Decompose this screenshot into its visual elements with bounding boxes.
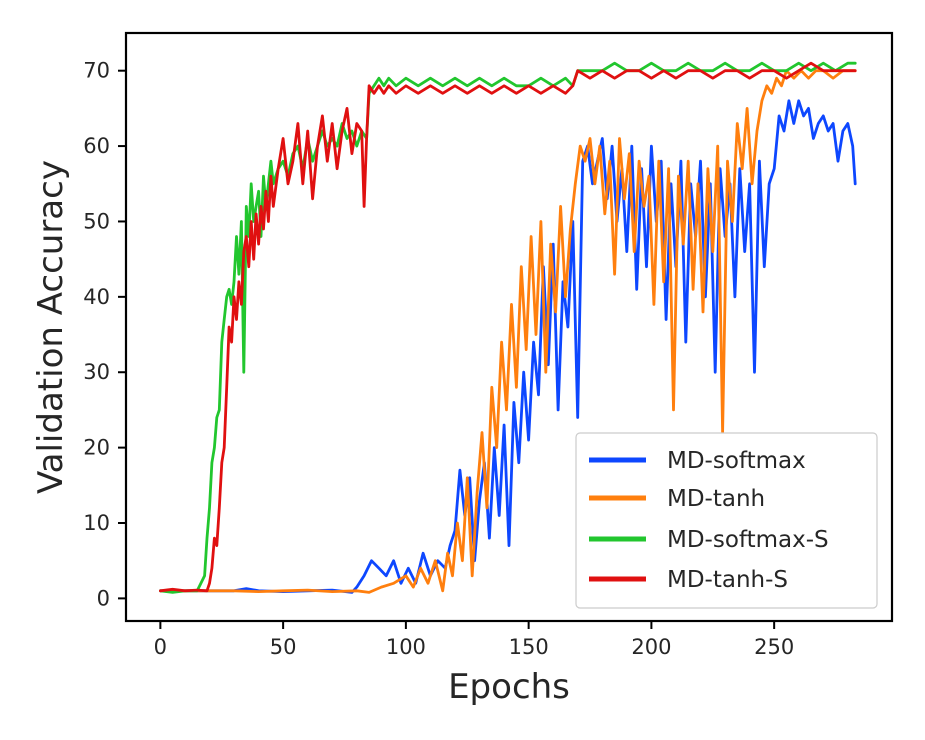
x-tick-label: 0 bbox=[154, 635, 167, 659]
plot-frame bbox=[124, 31, 894, 623]
series-line-md-tanh-s bbox=[159, 61, 857, 593]
legend-label-md-softmax: MD-softmax bbox=[667, 448, 806, 474]
legend-label-md-tanh-s: MD-tanh-S bbox=[667, 567, 788, 593]
x-axis-ticks: 0 50 100 150 200 250 bbox=[154, 621, 794, 659]
series-line-md-tanh bbox=[159, 69, 857, 594]
y-tick-label: 30 bbox=[83, 360, 110, 384]
y-tick-label: 10 bbox=[83, 511, 110, 535]
y-tick-label: 60 bbox=[83, 134, 110, 158]
y-tick-label: 20 bbox=[83, 436, 110, 460]
x-tick-label: 200 bbox=[631, 635, 671, 659]
legend: MD-softmax MD-tanh MD-softmax-S MD-tanh-… bbox=[575, 432, 878, 609]
series-layer bbox=[159, 61, 857, 594]
y-axis-ticks: 0 10 20 30 40 50 60 70 bbox=[83, 59, 126, 610]
legend-frame bbox=[575, 432, 878, 609]
y-tick-label: 0 bbox=[97, 586, 110, 610]
x-tick-label: 100 bbox=[386, 635, 426, 659]
x-tick-label: 150 bbox=[509, 635, 549, 659]
x-tick-label: 50 bbox=[270, 635, 297, 659]
x-axis-title: Epochs bbox=[448, 667, 570, 707]
y-axis-title: Validation Accuracy bbox=[31, 160, 71, 494]
legend-label-md-tanh: MD-tanh bbox=[667, 486, 765, 512]
x-tick-label: 250 bbox=[754, 635, 794, 659]
y-tick-label: 50 bbox=[83, 209, 110, 233]
y-tick-label: 70 bbox=[83, 59, 110, 83]
legend-label-md-softmax-s: MD-softmax-S bbox=[667, 527, 829, 553]
y-tick-label: 40 bbox=[83, 285, 110, 309]
